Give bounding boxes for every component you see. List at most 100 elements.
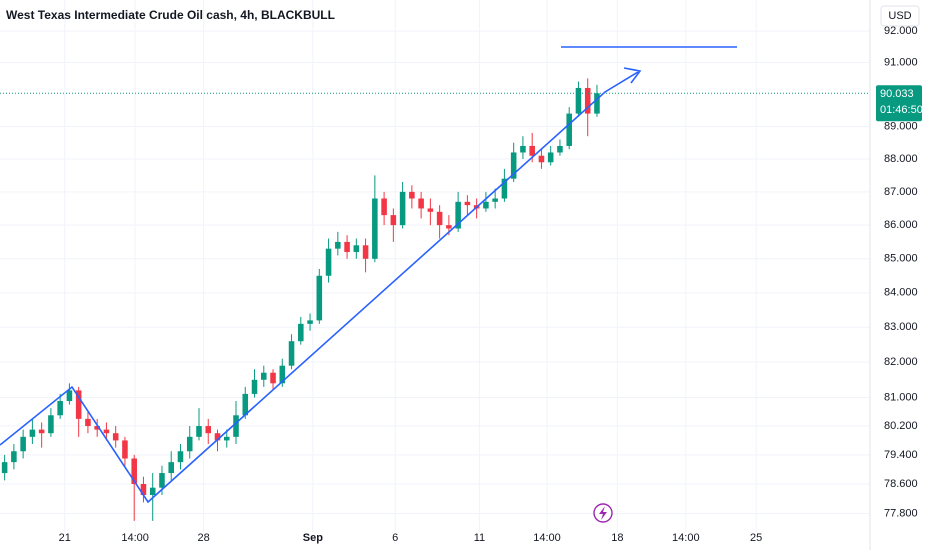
candle-body xyxy=(510,152,517,179)
candle-body xyxy=(159,473,165,488)
y-tick-label: 79.400 xyxy=(884,449,918,461)
y-tick-label: 80.200 xyxy=(884,420,918,432)
candle-body xyxy=(103,429,110,434)
candle-body xyxy=(1,462,8,474)
candle-body xyxy=(140,484,147,496)
candle-body xyxy=(242,393,249,416)
candle-body xyxy=(75,390,82,419)
candle-body xyxy=(66,390,73,402)
candle-body xyxy=(335,241,341,249)
candle-body xyxy=(594,93,600,114)
candle-body xyxy=(214,433,221,441)
candle-body xyxy=(529,145,535,156)
candle-body xyxy=(251,379,258,394)
candle-body xyxy=(492,198,498,202)
currency-label: USD xyxy=(888,10,911,22)
candle-body xyxy=(186,436,193,452)
drawings xyxy=(0,46,737,504)
candle-body xyxy=(427,208,434,212)
candle-body xyxy=(307,320,313,324)
y-tick-label: 77.800 xyxy=(884,507,918,519)
candle-body xyxy=(575,87,582,114)
y-tick-label: 86.000 xyxy=(884,219,918,231)
candle-body xyxy=(168,462,174,474)
candle-body xyxy=(557,145,563,153)
candle-body xyxy=(316,275,323,321)
y-tick-label: 78.600 xyxy=(884,478,918,490)
candle-body xyxy=(122,440,128,459)
candle-body xyxy=(436,211,443,226)
x-tick-label: 11 xyxy=(474,532,485,544)
y-tick-label: 87.000 xyxy=(884,186,918,198)
candle-body xyxy=(279,365,286,384)
events-icon[interactable] xyxy=(593,503,613,523)
candle-body xyxy=(547,152,554,163)
candle-body xyxy=(483,201,489,209)
candle-body xyxy=(177,451,184,463)
candle-body xyxy=(11,451,17,463)
candles xyxy=(1,78,600,521)
candle-body xyxy=(538,155,545,163)
candle-body xyxy=(455,201,461,229)
candle-body xyxy=(298,323,304,342)
candle-body xyxy=(205,426,212,434)
candle-body xyxy=(566,113,572,146)
candle-body xyxy=(418,198,424,209)
candle-body xyxy=(85,418,91,427)
candle-body xyxy=(344,241,350,253)
trend-line xyxy=(0,71,639,504)
x-tick-label: 25 xyxy=(750,532,762,544)
arrow-head xyxy=(623,67,642,84)
x-tick-label: 14:00 xyxy=(533,532,561,544)
candle-body xyxy=(409,191,415,199)
candle-body xyxy=(94,426,100,430)
candle-body xyxy=(501,178,508,199)
candle-body xyxy=(131,458,137,485)
candle-body xyxy=(325,248,332,276)
last-price-tag xyxy=(876,85,922,122)
candle-body xyxy=(464,201,471,206)
candle-body xyxy=(353,245,360,253)
candle-body xyxy=(196,426,202,437)
last-price-label: 90.033 xyxy=(880,88,914,100)
candle-body xyxy=(223,436,230,441)
x-tick-label: 21 xyxy=(59,532,71,544)
candle-body xyxy=(149,487,156,496)
x-tick-label: 18 xyxy=(611,532,623,544)
y-tick-label: 83.000 xyxy=(884,321,918,333)
x-tick-label: 14:00 xyxy=(672,532,700,544)
chart-title: West Texas Intermediate Crude Oil cash, … xyxy=(6,8,335,22)
y-tick-label: 88.000 xyxy=(884,153,918,165)
y-tick-label: 91.000 xyxy=(884,56,918,68)
candle-body xyxy=(261,372,267,380)
candle-body xyxy=(446,225,452,229)
candle-body xyxy=(520,145,526,153)
candle-body xyxy=(20,436,26,452)
candle-body xyxy=(29,429,36,437)
candle-body xyxy=(233,415,239,437)
grid xyxy=(0,0,870,532)
candle-body xyxy=(288,341,295,366)
candle-body xyxy=(270,372,276,384)
candle-body xyxy=(390,215,397,226)
x-tick-label: 14:00 xyxy=(121,532,149,544)
y-tick-label: 92.000 xyxy=(884,25,918,37)
candle-body xyxy=(57,401,63,416)
candle-body xyxy=(399,191,406,226)
y-tick-label: 82.000 xyxy=(884,356,918,368)
x-tick-label: Sep xyxy=(303,532,323,544)
candle-body xyxy=(381,198,387,216)
candle-body xyxy=(362,245,369,259)
y-tick-label: 89.000 xyxy=(884,120,918,132)
y-tick-label: 85.000 xyxy=(884,253,918,265)
y-tick-label: 84.000 xyxy=(884,287,918,299)
candle-body xyxy=(38,429,45,434)
lightning xyxy=(599,506,607,520)
currency-button[interactable] xyxy=(880,5,920,27)
candle-body xyxy=(48,415,54,434)
candle-body xyxy=(112,433,119,441)
x-tick-label: 6 xyxy=(392,532,398,544)
countdown: 01:46:50 xyxy=(880,104,923,116)
y-tick-label: 81.000 xyxy=(884,391,918,403)
